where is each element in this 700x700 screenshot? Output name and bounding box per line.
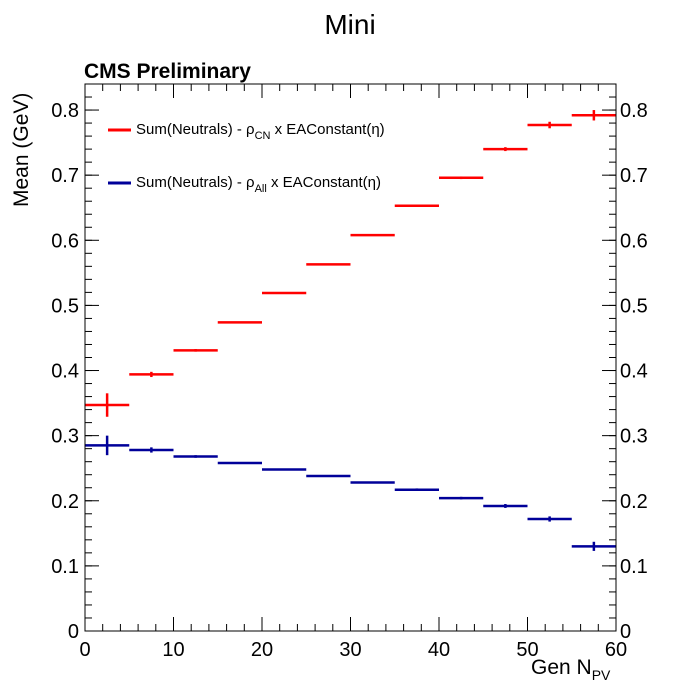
data-markers bbox=[85, 110, 616, 551]
x-tick-label: 40 bbox=[428, 639, 450, 661]
data-point bbox=[262, 291, 307, 295]
data-point bbox=[483, 147, 528, 152]
data-point bbox=[306, 474, 351, 478]
y-tick-label: 0.7 bbox=[51, 165, 79, 187]
legend-entry-all: Sum(Neutrals) - ρAll x EAConstant(η) bbox=[108, 174, 381, 195]
data-point bbox=[439, 176, 484, 180]
data-point bbox=[571, 541, 616, 551]
y-tick-label-right: 0.7 bbox=[620, 165, 648, 187]
y-tick-label-right: 0 bbox=[620, 621, 631, 643]
x-tick-label: 30 bbox=[339, 639, 361, 661]
legend-entry-cn: Sum(Neutrals) - ρCN x EAConstant(η) bbox=[108, 121, 385, 142]
y-tick-label: 0.6 bbox=[51, 230, 79, 252]
legend: Sum(Neutrals) - ρCN x EAConstant(η) Sum(… bbox=[108, 121, 385, 195]
series-0 bbox=[85, 110, 616, 417]
data-point bbox=[173, 349, 218, 352]
y-tick-label: 0.5 bbox=[51, 295, 79, 317]
data-point bbox=[129, 371, 174, 378]
y-axis-label: Mean (GeV) bbox=[10, 93, 33, 207]
data-point bbox=[527, 121, 572, 129]
data-point bbox=[439, 496, 484, 500]
y-tick-label-right: 0.8 bbox=[620, 100, 648, 122]
x-tick-label: 60 bbox=[605, 639, 627, 661]
chart-subtitle: CMS Preliminary bbox=[84, 60, 251, 83]
chart-title: Mini bbox=[324, 9, 375, 40]
y-tick-label: 0.8 bbox=[51, 100, 79, 122]
data-point bbox=[262, 468, 307, 471]
y-tick-label-right: 0.2 bbox=[620, 491, 648, 513]
series-1 bbox=[85, 435, 616, 551]
plot-frame bbox=[84, 83, 617, 632]
data-point bbox=[350, 233, 395, 237]
legend-label-all: Sum(Neutrals) - ρAll x EAConstant(η) bbox=[136, 174, 381, 195]
data-point bbox=[394, 204, 439, 208]
x-axis-label: Gen NPV bbox=[531, 656, 611, 683]
y-tick-label: 0 bbox=[68, 621, 79, 643]
data-point bbox=[571, 110, 616, 121]
y-tick-label-right: 0.4 bbox=[620, 361, 648, 383]
y-tick-label-right: 0.6 bbox=[620, 230, 648, 252]
y-tick-label-right: 0.1 bbox=[620, 556, 648, 578]
data-point bbox=[173, 455, 218, 458]
data-point bbox=[394, 488, 439, 491]
y-tick-label-right: 0.3 bbox=[620, 426, 648, 448]
data-point bbox=[350, 481, 395, 484]
y-tick-label: 0.4 bbox=[51, 361, 79, 383]
data-point bbox=[129, 447, 174, 453]
data-point bbox=[85, 393, 130, 417]
axes: 0 10 20 30 40 50 600 00.1 0.10.2 0.20.3 0.30.4 0.40… bbox=[51, 83, 648, 661]
y-tick-label: 0.3 bbox=[51, 426, 79, 448]
x-tick-label: 0 bbox=[79, 639, 90, 661]
y-tick-label-right: 0.5 bbox=[620, 295, 648, 317]
data-point bbox=[85, 435, 130, 456]
legend-label-cn: Sum(Neutrals) - ρCN x EAConstant(η) bbox=[136, 121, 385, 142]
data-point bbox=[217, 321, 262, 324]
data-point bbox=[217, 461, 262, 465]
x-tick-label: 20 bbox=[251, 639, 273, 661]
data-point bbox=[527, 516, 572, 522]
data-point bbox=[306, 263, 351, 266]
y-tick-label: 0.1 bbox=[51, 556, 79, 578]
x-tick-label: 50 bbox=[516, 639, 538, 661]
data-point bbox=[483, 504, 528, 508]
x-tick-label: 10 bbox=[162, 639, 184, 661]
y-tick-label: 0.2 bbox=[51, 491, 79, 513]
